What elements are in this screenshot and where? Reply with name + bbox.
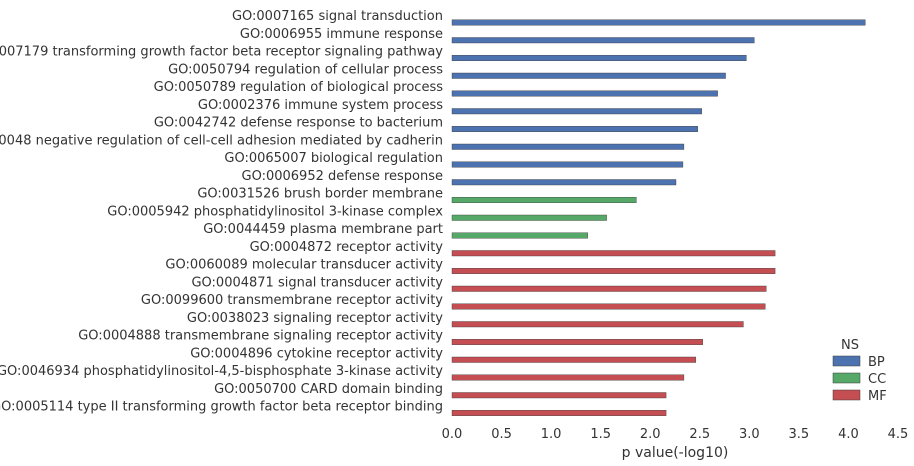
bar-7: [451, 126, 698, 132]
bar-12: [451, 214, 607, 221]
x-tick-label-4: 1.5: [590, 427, 611, 442]
x-tick-label-3: 1.0: [541, 427, 562, 442]
category-label-16: GO:0004871 signal transducer activity: [191, 275, 443, 290]
bar-5: [451, 90, 718, 97]
category-label-4: GO:0050794 regulation of cellular proces…: [168, 62, 443, 77]
legend-swatch-bp: [832, 355, 861, 367]
category-label-2: GO:0006955 immune response: [240, 27, 443, 42]
bar-4: [451, 72, 726, 79]
category-label-8: GO:2000048 negative regulation of cell-c…: [0, 133, 443, 148]
category-label-19: GO:0004888 transmembrane signaling recep…: [78, 329, 443, 344]
bar-21: [451, 374, 685, 381]
legend-swatch-cc: [832, 372, 861, 384]
x-tick-label-10: 4.5: [888, 427, 909, 442]
category-label-17: GO:0099600 transmembrane receptor activi…: [141, 293, 443, 308]
category-label-5: GO:0050789 regulation of biological proc…: [154, 80, 444, 95]
category-label-7: GO:0042742 defense response to bacterium: [154, 116, 443, 131]
bars-layer: [451, 19, 866, 416]
legend-title: NS: [841, 338, 859, 353]
category-label-20: GO:0004896 cytokine receptor activity: [190, 346, 443, 361]
bar-23: [451, 410, 667, 416]
x-tick-label-9: 4.0: [838, 427, 859, 442]
bar-18: [451, 321, 744, 328]
bar-15: [451, 268, 776, 274]
category-label-11: GO:0031526 brush border membrane: [197, 187, 443, 202]
category-label-23: GO:0005114 type II transforming growth f…: [0, 400, 443, 415]
category-label-6: GO:0002376 immune system process: [198, 98, 443, 113]
category-label-18: GO:0038023 signaling receptor activity: [187, 311, 443, 326]
category-label-21: GO:0046934 phosphatidylinositol-4,5-bisp…: [0, 364, 443, 379]
bar-9: [451, 161, 684, 168]
x-axis-label: p value(-log10): [622, 445, 729, 461]
bar-8: [451, 143, 685, 150]
bar-1: [451, 19, 866, 26]
bar-17: [451, 303, 766, 310]
legend-label-cc: CC: [868, 372, 886, 387]
bar-2: [451, 37, 755, 44]
category-labels: GO:0007165 signal transduction GO:0006955…: [0, 9, 443, 415]
category-label-12: GO:0005942 phosphatidylinositol 3-kinase…: [107, 204, 443, 219]
category-label-15: GO:0060089 molecular transducer activity: [165, 258, 443, 273]
category-label-10: GO:0006952 defense response: [242, 169, 444, 184]
x-axis-ticks: 0.0 0.5 1.0 1.5 2.0 2.5 3.0 3.5 4.0 4.5: [442, 427, 909, 442]
x-tick-label-6: 2.5: [689, 427, 710, 442]
x-tick-label-2: 0.5: [491, 427, 512, 442]
category-label-1: GO:0007165 signal transduction: [232, 9, 443, 24]
legend-items: BP CC MF: [832, 355, 887, 404]
bar-14: [451, 250, 776, 257]
category-label-3: GO:0007179 transforming growth factor be…: [0, 45, 443, 60]
bar-10: [451, 179, 677, 186]
bar-3: [451, 55, 747, 61]
bar-20: [451, 356, 697, 363]
category-label-14: GO:0004872 receptor activity: [250, 240, 444, 255]
bar-11: [451, 197, 637, 203]
bar-13: [451, 232, 588, 239]
x-tick-label-7: 3.0: [739, 427, 760, 442]
x-tick-label-5: 2.0: [640, 427, 661, 442]
bar-19: [451, 339, 703, 345]
category-label-22: GO:0050700 CARD domain binding: [214, 382, 443, 397]
category-label-9: GO:0065007 biological regulation: [224, 151, 443, 166]
bar-22: [451, 392, 667, 399]
legend-swatch-mf: [832, 389, 861, 401]
category-label-13: GO:0044459 plasma membrane part: [203, 222, 443, 237]
x-tick-label-1: 0.0: [442, 427, 463, 442]
bar-16: [451, 285, 767, 292]
bar-6: [451, 108, 702, 115]
legend-label-mf: MF: [868, 389, 887, 404]
x-tick-label-8: 3.5: [789, 427, 810, 442]
legend: NS BP CC MF: [832, 338, 887, 404]
legend-label-bp: BP: [868, 355, 885, 370]
